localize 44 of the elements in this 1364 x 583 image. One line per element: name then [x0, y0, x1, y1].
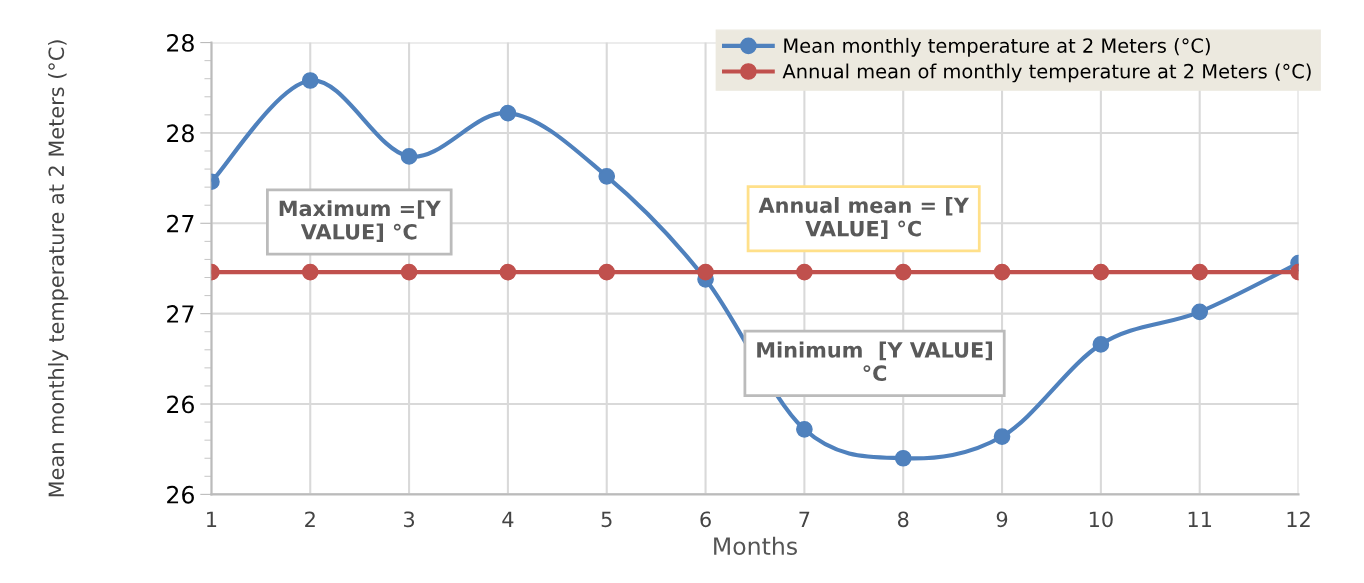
point — [301, 72, 319, 89]
point — [894, 449, 912, 467]
point — [499, 263, 517, 281]
point — [894, 263, 912, 281]
x-tick-label: 4 — [502, 511, 514, 527]
point — [400, 263, 418, 281]
legend-label: Annual mean of monthly temperature at 2 Meters (°C) — [782, 63, 1311, 83]
point — [697, 263, 714, 281]
point — [796, 263, 813, 281]
y-axis-title: Mean monthly temperature at 2 Meters (°C) — [48, 40, 69, 497]
legend-label: Mean monthly temperature at 2 Meters (°C) — [784, 37, 1210, 57]
x-tick-label: 8 — [898, 511, 909, 528]
point — [1191, 263, 1209, 281]
point — [993, 263, 1011, 281]
annotation: Annual mean = [Y VALUE] °C — [758, 197, 970, 239]
point — [1092, 336, 1110, 353]
x-tick-label: 6 — [700, 511, 711, 528]
y-tick-label: 26 — [167, 485, 194, 504]
x-tick-label: 9 — [996, 511, 1008, 528]
y-tick-label: 27 — [167, 305, 194, 323]
y-tick-label: 28 — [167, 124, 194, 143]
y-tick-label: 26 — [167, 395, 194, 414]
annotation: Maximum =[Y VALUE] °C — [279, 200, 441, 243]
point — [1191, 303, 1209, 321]
point — [1092, 263, 1110, 281]
point — [400, 148, 418, 165]
annotation: Minimum [Y VALUE] °C — [757, 341, 993, 382]
point — [598, 263, 616, 281]
x-tick-label: 5 — [601, 511, 612, 528]
point — [598, 167, 616, 185]
point — [796, 420, 813, 438]
point — [993, 428, 1011, 445]
x-tick-label: 12 — [1287, 511, 1310, 527]
x-tick-label: 10 — [1089, 511, 1113, 528]
point — [301, 263, 319, 281]
x-tick-label: 3 — [404, 511, 415, 528]
x-tick-label: 1 — [207, 511, 217, 527]
x-tick-label: 2 — [305, 511, 315, 527]
y-tick-label: 27 — [167, 214, 194, 233]
x-tick-label: 11 — [1188, 511, 1212, 527]
y-tick-label: 28 — [167, 34, 194, 52]
point — [499, 104, 517, 122]
x-axis-title: Months — [714, 536, 797, 556]
x-tick-label: 7 — [799, 511, 810, 527]
